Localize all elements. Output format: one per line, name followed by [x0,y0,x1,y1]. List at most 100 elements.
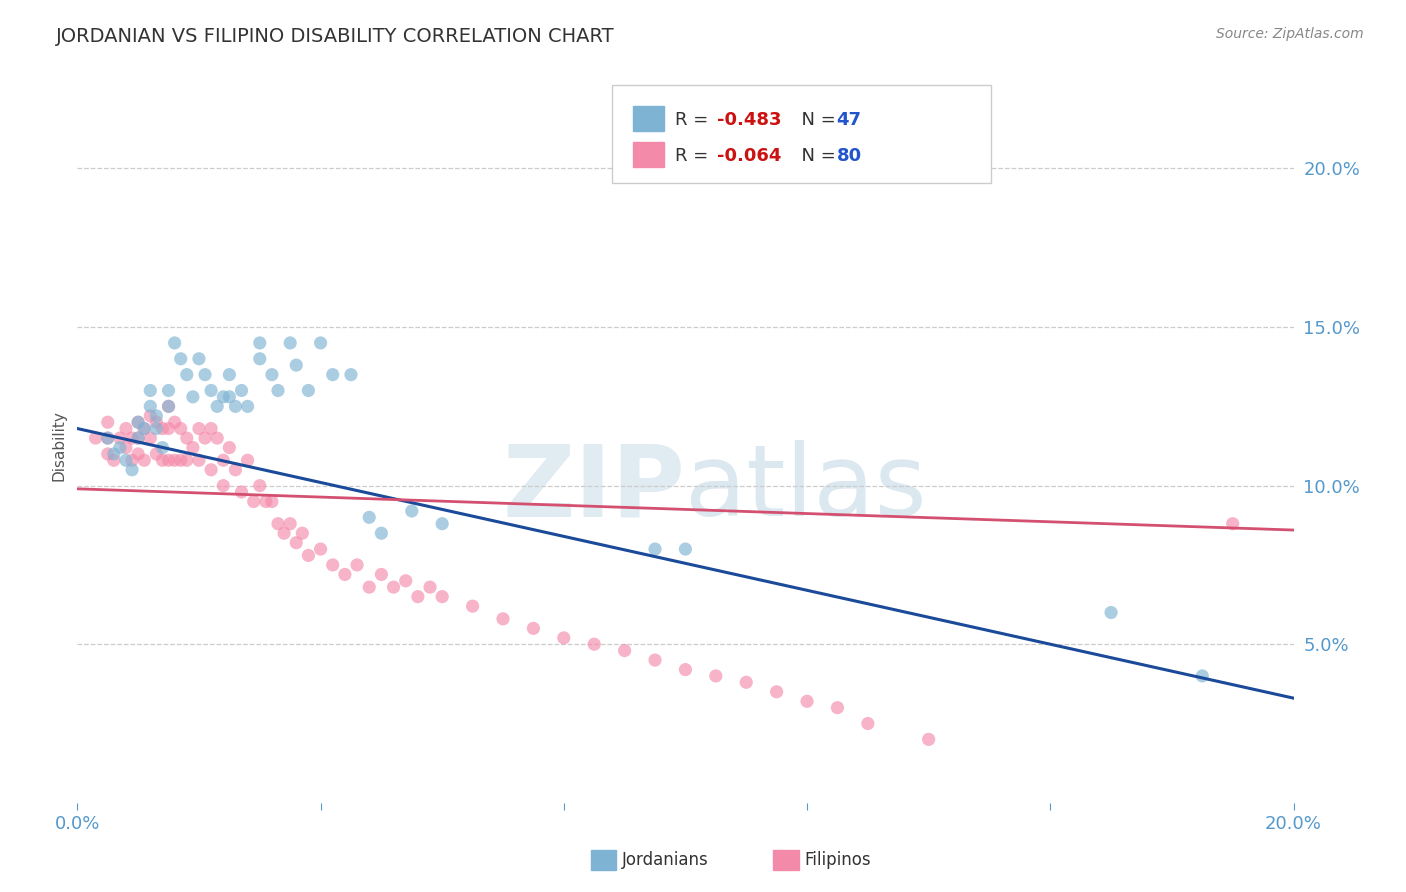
Text: JORDANIAN VS FILIPINO DISABILITY CORRELATION CHART: JORDANIAN VS FILIPINO DISABILITY CORRELA… [56,27,614,45]
Point [108,441,131,455]
Point [267,516,290,531]
Point [212,390,235,404]
Point [157,400,180,414]
Point [139,409,162,423]
Text: ZIP: ZIP [502,441,686,537]
Point [134,421,156,435]
Point [145,447,167,461]
Point [139,400,162,414]
Point [249,478,271,492]
Point [170,453,193,467]
Point [297,549,319,563]
Point [127,447,149,461]
Point [218,441,240,455]
Point [163,453,186,467]
Point [121,431,143,445]
Point [97,415,120,429]
Point [285,358,308,372]
Point [181,390,204,404]
Point [145,421,167,435]
Point [181,441,204,455]
Point [205,431,228,445]
Point [176,431,198,445]
Point [127,415,149,429]
Point [236,400,259,414]
Text: R =: R = [675,147,714,165]
Point [152,441,174,455]
Point [675,542,697,557]
Point [267,384,290,398]
Point [224,400,246,414]
Point [765,685,787,699]
Text: 47: 47 [837,112,862,129]
Point [333,567,356,582]
Point [188,453,211,467]
Text: N =: N = [790,112,842,129]
Point [430,590,453,604]
Point [278,335,301,350]
Point [278,516,301,531]
Point [644,653,666,667]
Point [152,421,174,435]
Point [157,421,180,435]
Point [796,694,818,708]
Point [704,669,727,683]
Point [115,441,138,455]
Point [212,453,235,467]
Text: -0.064: -0.064 [717,147,782,165]
Point [260,368,283,382]
Point [242,494,264,508]
Point [97,431,120,445]
Point [139,384,162,398]
Point [134,421,156,435]
Point [121,453,143,467]
Point [188,351,211,366]
Point [856,716,879,731]
Point [205,400,228,414]
Point [1222,516,1244,531]
Point [285,535,308,549]
Point [322,558,344,572]
Point [170,421,193,435]
Text: 80: 80 [837,147,862,165]
Point [401,504,423,518]
Point [194,431,217,445]
Point [200,384,222,398]
Point [522,621,544,635]
Point [260,494,283,508]
Text: atlas: atlas [686,441,927,537]
Point [200,463,222,477]
Point [359,510,381,524]
Point [254,494,277,508]
Point [218,390,240,404]
Point [395,574,418,588]
Point [644,542,666,557]
Point [359,580,381,594]
Point [176,368,198,382]
Text: R =: R = [675,112,714,129]
Text: -0.483: -0.483 [717,112,782,129]
Point [127,431,149,445]
Point [97,447,120,461]
Point [97,431,120,445]
Point [1099,606,1122,620]
Point [613,643,636,657]
Point [115,453,138,467]
Point [291,526,314,541]
Point [918,732,941,747]
Point [1191,669,1213,683]
Point [145,415,167,429]
Point [735,675,758,690]
Point [194,368,217,382]
Point [157,453,180,467]
Point [322,368,344,382]
Point [461,599,484,614]
Point [370,526,392,541]
Point [583,637,606,651]
Point [340,368,363,382]
Text: Filipinos: Filipinos [804,851,870,869]
Point [249,351,271,366]
Text: Jordanians: Jordanians [621,851,709,869]
Point [103,447,125,461]
Text: N =: N = [790,147,842,165]
